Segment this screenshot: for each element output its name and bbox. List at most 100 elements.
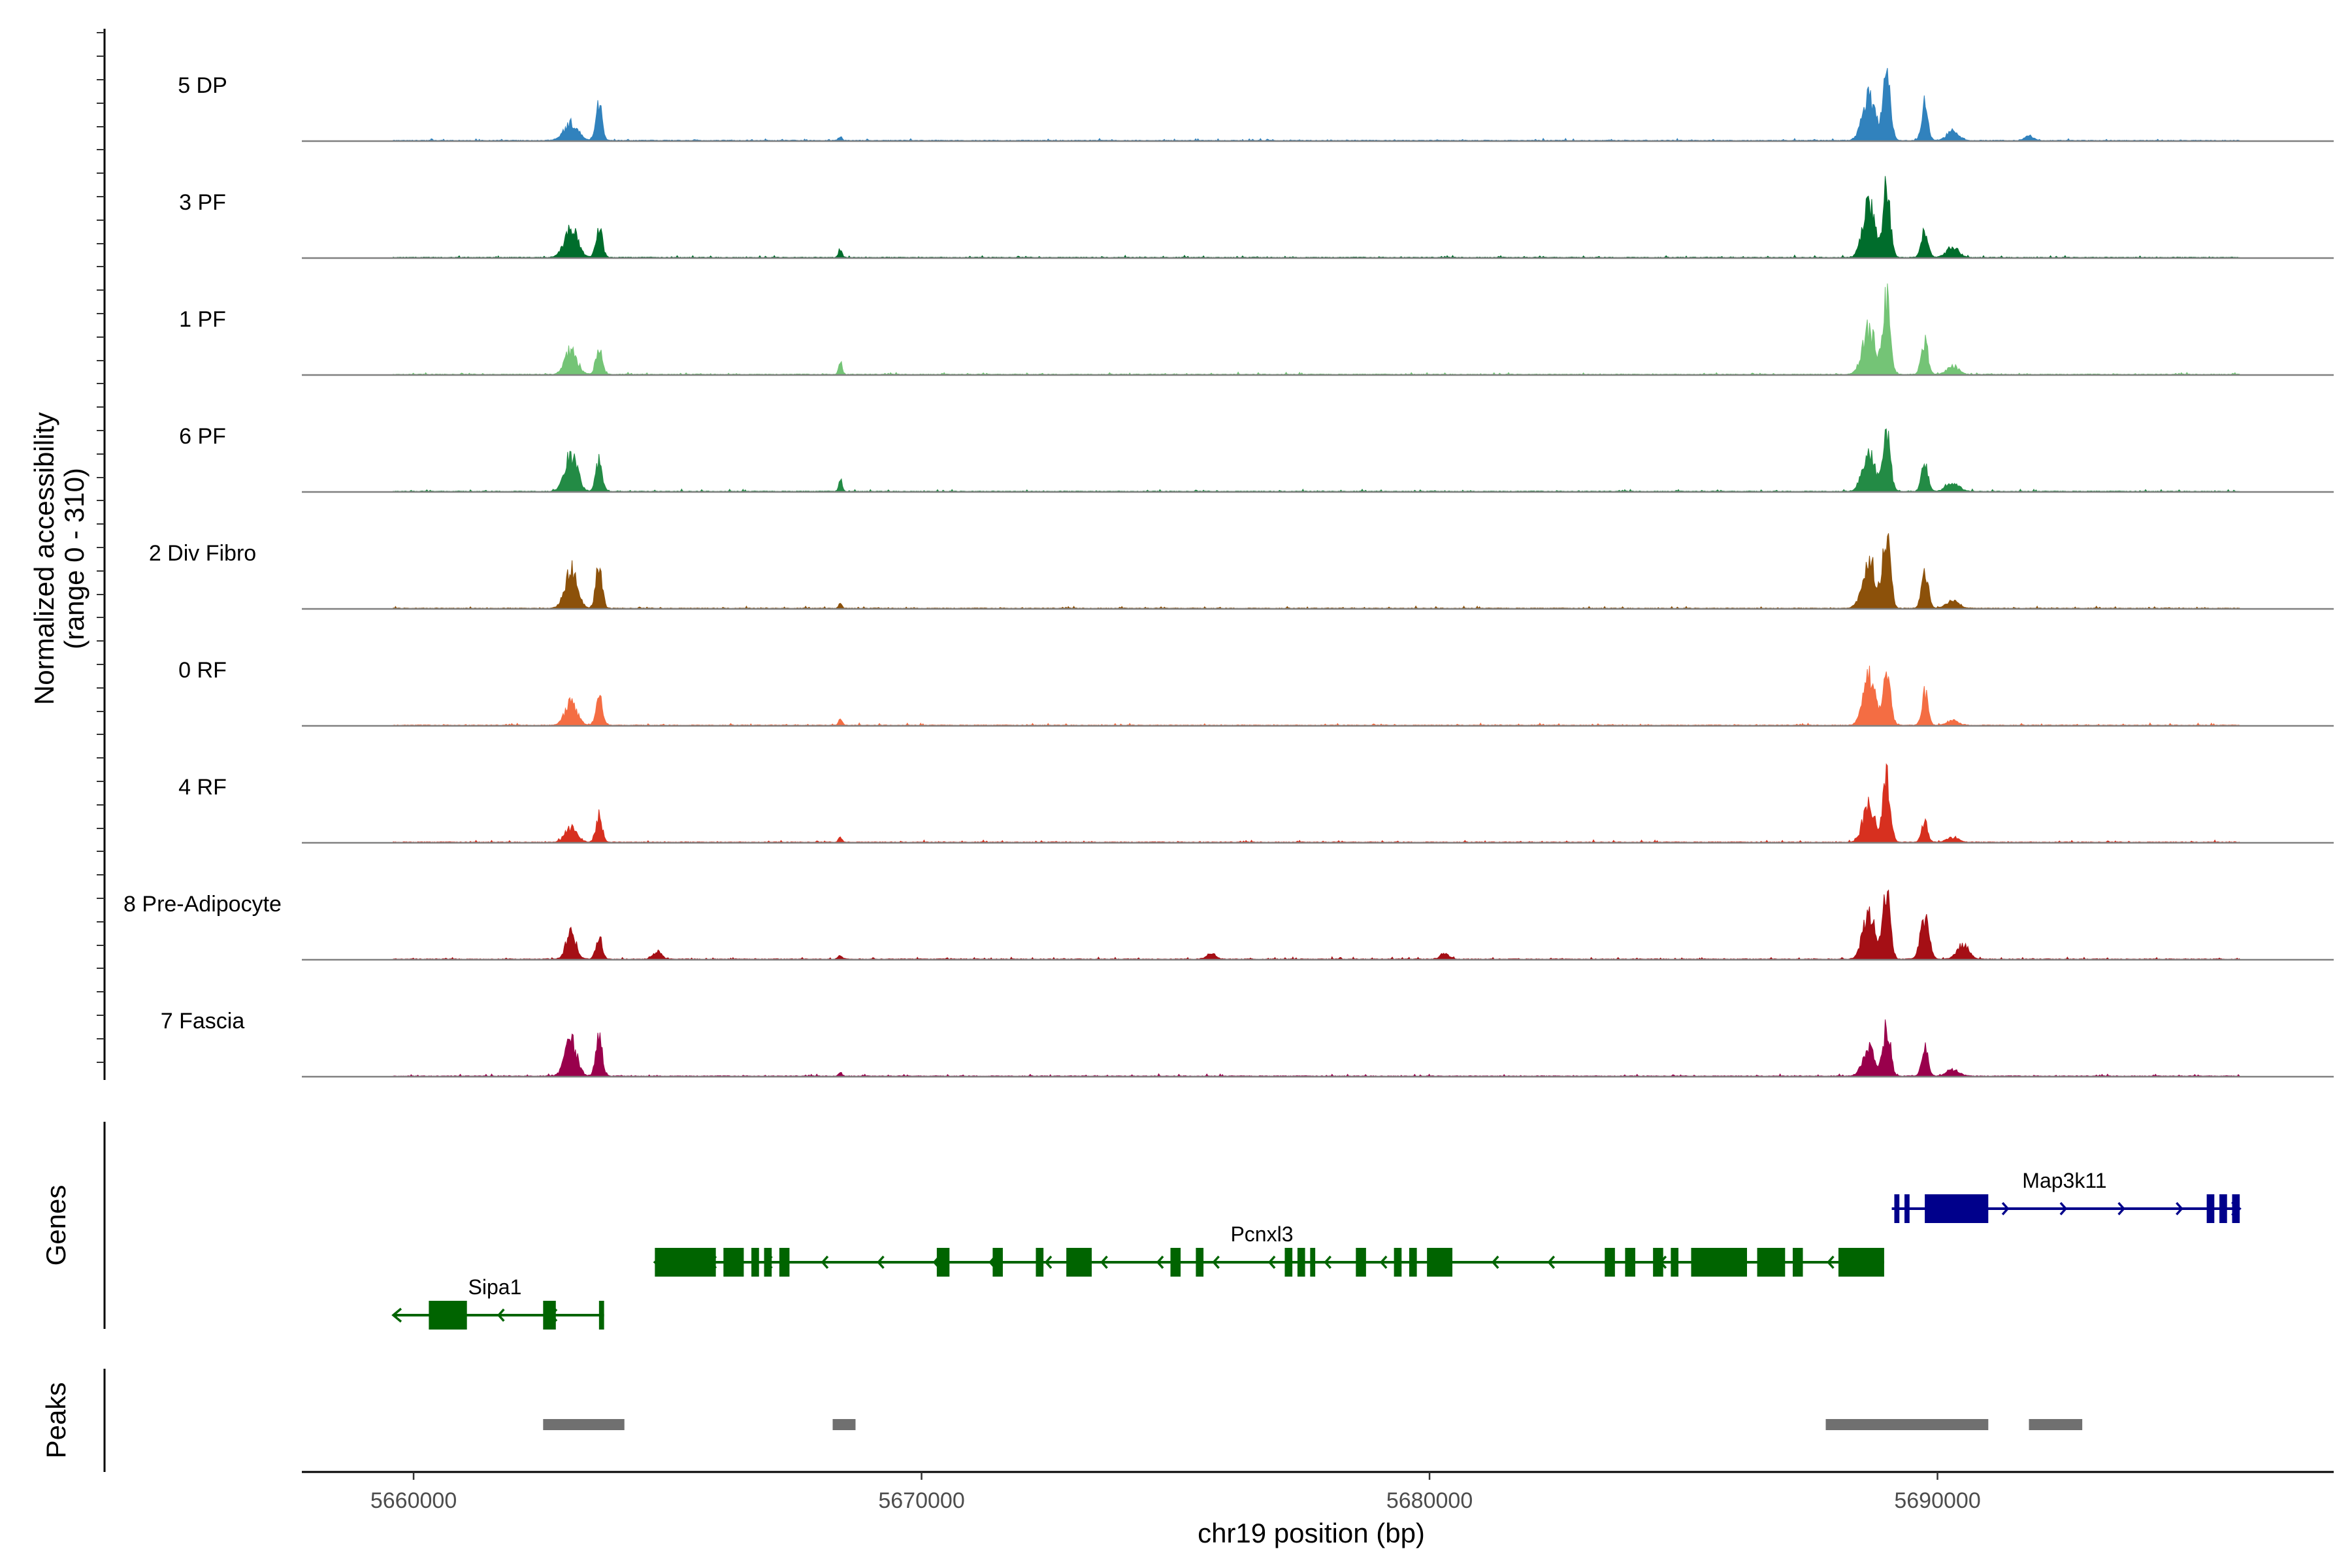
strand-arrow xyxy=(877,1255,885,1269)
gene-exon xyxy=(1409,1248,1417,1277)
strand-arrow xyxy=(1547,1255,1556,1269)
track-label: 7 Fascia xyxy=(161,1009,245,1034)
track-label: 4 RF xyxy=(178,775,227,800)
strand-arrow xyxy=(1491,1255,1499,1269)
gene-exon xyxy=(1066,1248,1092,1277)
gene-exon xyxy=(779,1248,790,1277)
coverage-area xyxy=(393,428,2241,493)
coverage-area xyxy=(393,283,2240,376)
gene-exon xyxy=(1297,1248,1305,1277)
coverage-track: 0 RF xyxy=(178,658,2334,727)
strand-arrow xyxy=(2059,1201,2068,1216)
coverage-track: 1 PF xyxy=(179,283,2334,376)
peaks-panel-label: Peaks xyxy=(41,1382,71,1459)
gene-name-label: Map3k11 xyxy=(2022,1169,2106,1192)
coverage-area xyxy=(393,889,2240,960)
strand-arrow xyxy=(1324,1255,1331,1269)
strand-arrow xyxy=(1156,1255,1164,1269)
coverage-area xyxy=(393,1019,2240,1077)
track-label: 0 RF xyxy=(178,658,227,683)
gene-exon xyxy=(1925,1194,1989,1223)
x-tick-label: 5690000 xyxy=(1894,1488,1980,1513)
gene-exon xyxy=(655,1248,716,1277)
gene-exon xyxy=(936,1248,950,1277)
strand-arrow xyxy=(2117,1201,2125,1216)
coverage-track: 6 PF xyxy=(179,424,2334,493)
coverage-area xyxy=(393,665,2241,727)
coverage-track: 2 Div Fibro xyxy=(149,533,2334,610)
gene-exon xyxy=(751,1248,759,1277)
gene-exon xyxy=(1356,1248,1366,1277)
coverage-track: 7 Fascia xyxy=(161,1009,2334,1078)
gene-exon xyxy=(1036,1248,1044,1277)
track-label: 5 DP xyxy=(178,73,227,98)
coverage-area xyxy=(393,533,2240,610)
x-tick-label: 5660000 xyxy=(370,1488,457,1513)
gene-exon xyxy=(1394,1248,1402,1277)
gene-name-label: Sipa1 xyxy=(468,1275,522,1299)
gene-exon xyxy=(1757,1248,1786,1277)
strand-arrow xyxy=(821,1255,829,1269)
gene-exon xyxy=(1904,1194,1910,1223)
track-label: 1 PF xyxy=(179,307,226,332)
track-label: 8 Pre-Adipocyte xyxy=(123,892,282,917)
track-label: 3 PF xyxy=(179,190,226,215)
gene-model: Pcnxl3 xyxy=(653,1222,1884,1277)
gene-name-label: Pcnxl3 xyxy=(1230,1222,1293,1246)
coverage-track: 5 DP xyxy=(178,67,2334,142)
coverage-track: 4 RF xyxy=(178,763,2334,844)
y-axis-label: Normalized accessibility xyxy=(29,412,59,705)
track-label: 6 PF xyxy=(179,424,226,449)
peak-region xyxy=(2029,1419,2083,1430)
strand-arrow xyxy=(497,1308,505,1322)
genes-panel-label: Genes xyxy=(41,1185,71,1266)
strand-end-arrow xyxy=(391,1307,402,1323)
gene-exon xyxy=(1625,1248,1635,1277)
gene-exon xyxy=(1894,1194,1900,1223)
gene-exon xyxy=(1792,1248,1803,1277)
gene-exon xyxy=(2206,1194,2215,1223)
peak-region xyxy=(832,1419,856,1430)
gene-exon xyxy=(1427,1248,1453,1277)
gene-exon xyxy=(1653,1248,1663,1277)
gene-model: Sipa1 xyxy=(391,1275,604,1330)
gene-exon xyxy=(1838,1248,1884,1277)
x-tick-label: 5680000 xyxy=(1386,1488,1473,1513)
y-axis-range-label: (range 0 - 310) xyxy=(59,468,90,649)
track-label: 2 Div Fibro xyxy=(149,541,256,566)
strand-arrow xyxy=(2176,1201,2183,1216)
gene-model: Map3k11 xyxy=(1891,1169,2242,1223)
gene-exon xyxy=(723,1248,744,1277)
gene-exon xyxy=(764,1248,772,1277)
gene-exon xyxy=(598,1301,604,1330)
x-tick-label: 5670000 xyxy=(878,1488,964,1513)
strand-arrow xyxy=(1212,1255,1220,1269)
gene-exon xyxy=(1605,1248,1615,1277)
coverage-area xyxy=(393,763,2240,843)
coverage-area xyxy=(393,67,2241,142)
gene-exon xyxy=(1671,1248,1679,1277)
gene-exon xyxy=(543,1301,556,1330)
coverage-area xyxy=(393,176,2241,259)
gene-exon xyxy=(1310,1248,1316,1277)
strand-arrow xyxy=(2001,1201,2010,1216)
strand-arrow xyxy=(1827,1255,1835,1269)
strand-arrow xyxy=(1379,1255,1388,1269)
strand-arrow xyxy=(1267,1255,1276,1269)
x-axis-label: chr19 position (bp) xyxy=(1198,1518,1425,1548)
gene-exon xyxy=(2219,1194,2227,1223)
gene-exon xyxy=(1691,1248,1747,1277)
gene-exon xyxy=(429,1301,467,1330)
gene-exon xyxy=(1196,1248,1204,1277)
peak-region xyxy=(543,1419,625,1430)
peak-region xyxy=(1825,1419,1989,1430)
strand-arrow xyxy=(1100,1255,1108,1269)
coverage-track: 3 PF xyxy=(179,176,2334,259)
strand-arrow xyxy=(1044,1255,1053,1269)
coverage-track: 8 Pre-Adipocyte xyxy=(123,889,2334,961)
gene-exon xyxy=(2232,1194,2240,1223)
gene-exon xyxy=(992,1248,1003,1277)
gene-exon xyxy=(1170,1248,1181,1277)
